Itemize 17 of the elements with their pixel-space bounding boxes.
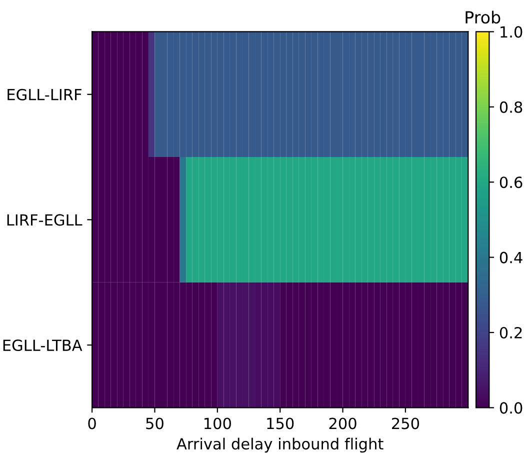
color-bar-label: 0.6: [500, 176, 522, 188]
x-tick-label: 0: [88, 418, 96, 430]
x-tick-label: 50: [146, 418, 164, 430]
x-tick-label: 100: [204, 418, 231, 430]
color-bar-label: 0.4: [500, 252, 522, 264]
color-bar-label: 0.2: [500, 326, 522, 339]
x-tick-label: 150: [267, 418, 294, 430]
x-tick-label: 250: [392, 418, 420, 430]
color-bar-title: Prob: [466, 10, 500, 24]
y-tick-label: EGLL-LTBA: [3, 340, 82, 352]
x-tick-label: 200: [329, 418, 356, 430]
color-bar-label: 1.0: [500, 26, 522, 38]
color-bar-label: 0.8: [500, 101, 522, 113]
x-axis-title: Arrival delay inbound flight: [176, 438, 384, 453]
y-tick-label: EGLL-LIRF: [8, 88, 82, 100]
y-tick-label: LIRF-EGLL: [7, 214, 82, 226]
color-bar-label: 0.0: [500, 402, 522, 414]
